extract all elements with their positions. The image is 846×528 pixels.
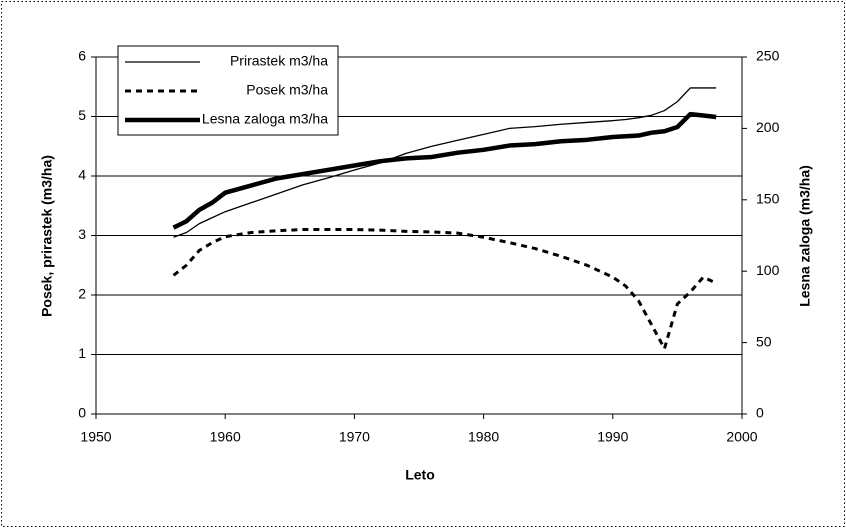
legend-label: Prirastek m3/ha — [230, 53, 328, 69]
x-tick-label: 2000 — [726, 429, 757, 445]
series-line — [172, 228, 717, 351]
y-tick-label: 3 — [78, 226, 86, 242]
y-tick-label: 2 — [78, 286, 86, 302]
series-line — [172, 111, 717, 230]
y2-tick-label: 50 — [756, 333, 772, 349]
x-axis-label: Leto — [405, 467, 435, 483]
y-axis-label: Posek, prirastek (m3/ha) — [39, 155, 55, 317]
x-tick-label: 1980 — [468, 429, 499, 445]
series-line — [173, 87, 717, 238]
y2-tick-label: 200 — [756, 119, 780, 135]
y2-tick-label: 0 — [756, 405, 764, 421]
y2-tick-label: 100 — [756, 262, 780, 278]
y-tick-label: 6 — [78, 48, 86, 64]
legend-label: Lesna zaloga m3/ha — [202, 111, 328, 127]
y-tick-label: 5 — [78, 107, 86, 123]
y-tick-label: 1 — [78, 345, 86, 361]
x-tick-label: 1970 — [339, 429, 370, 445]
x-tick-label: 1960 — [210, 429, 241, 445]
y2-axis-label: Lesna zaloga (m3/ha) — [797, 165, 813, 307]
y-tick-label: 4 — [78, 167, 86, 183]
y2-tick-label: 150 — [756, 191, 780, 207]
x-tick-label: 1950 — [80, 429, 111, 445]
x-tick-label: 1990 — [597, 429, 628, 445]
legend-label: Posek m3/ha — [246, 82, 328, 98]
y2-tick-label: 250 — [756, 48, 780, 64]
y-tick-label: 0 — [78, 405, 86, 421]
